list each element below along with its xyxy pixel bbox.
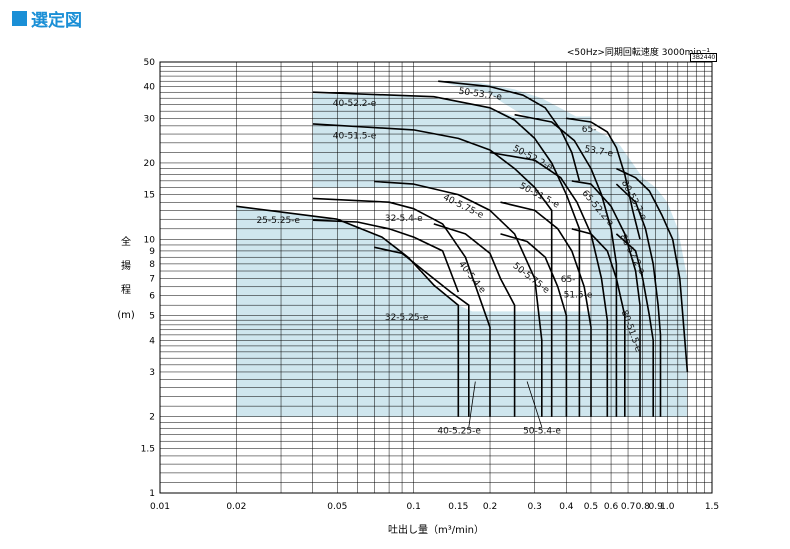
curve-label-40-5.25-e: 40-5.25-e — [437, 426, 481, 436]
y-tick-label: 4 — [149, 336, 155, 346]
curve-32-5.25-e — [374, 246, 470, 417]
x-axis-label: 吐出し量（m³/min） — [388, 523, 484, 536]
frequency-note: <50Hz>同期回転速度 3000min⁻¹ — [566, 48, 710, 58]
curve-80-52.2-e — [615, 183, 662, 417]
performance-curves — [236, 80, 689, 417]
x-tick-labels: 0.01 0.02 0.05 0.1 0.15 0.2 0.3 0.4 0.5 0.6 0.7 0.8… — [150, 502, 719, 512]
curve-label-40-5.4-e: 40-5.4-e — [456, 260, 487, 296]
x-tick-label: 0.02 — [226, 502, 246, 512]
curve-50-52.2-e — [514, 113, 618, 417]
curve-50-53.7-e — [438, 80, 581, 182]
y-tick-label: 20 — [144, 159, 156, 169]
y-tick-labels: 1 1.5 2 3 4 5 6 7 8 9 10 15 20 30 40 50 — [141, 58, 156, 499]
coverage-region-2 — [312, 93, 591, 188]
y-tick-label: 6 — [149, 292, 155, 302]
curve-label-51.5-e: 51.5-e — [564, 290, 593, 300]
coverage-area — [236, 81, 688, 417]
y-tick-label: 30 — [144, 114, 156, 124]
y-tick-label: 7 — [149, 275, 155, 285]
y-axis-label-char: 全 — [121, 235, 131, 248]
curve-65-51.5-e — [571, 228, 626, 417]
y-tick-label: 40 — [144, 83, 156, 93]
y-axis-label: 全揚程 (m) — [117, 235, 135, 321]
curve-50-5.75-e — [500, 201, 592, 417]
curve-label-25-5.25-e: 25-5.25-e — [256, 216, 300, 226]
heading: 選定図 — [12, 6, 82, 31]
curve-label-65-: 65- — [561, 275, 576, 285]
y-tick-label: 8 — [149, 260, 155, 270]
y-axis-label-char: 程 — [121, 284, 131, 296]
x-tick-label: 0.7 — [621, 502, 635, 512]
grid — [159, 61, 713, 494]
y-axis-label-char: (m) — [117, 310, 135, 321]
y-tick-label: 9 — [149, 247, 155, 257]
x-tick-label: 0.5 — [584, 502, 598, 512]
leader-lines — [468, 381, 543, 428]
x-tick-label: 0.2 — [483, 502, 497, 512]
x-tick-label: 0.9 — [649, 502, 664, 512]
y-axis-label-char: 揚 — [121, 259, 131, 272]
x-tick-label: 1.5 — [705, 502, 719, 512]
x-tick-label: 0.4 — [559, 502, 574, 512]
x-tick-label: 0.1 — [407, 502, 421, 512]
curve-40-5.75-e — [374, 180, 543, 417]
coverage-region-1 — [236, 81, 688, 417]
curve-32-5.4-e — [312, 197, 491, 417]
curve-label-65-: 65- — [582, 125, 597, 135]
curve-label-40-51.5-e: 40-51.5-e — [333, 131, 377, 141]
curve-50-51.5-e — [489, 151, 609, 417]
curve-40-5.25-e — [312, 219, 460, 293]
y-tick-label: 15 — [144, 191, 155, 201]
curve-80-53.7-e — [616, 167, 689, 373]
x-tick-label: 0.6 — [604, 502, 619, 512]
curve-label-50-5.4-e: 50-5.4-e — [523, 426, 561, 436]
x-tick-label: 0.01 — [150, 502, 170, 512]
x-tick-label: 1.0 — [660, 502, 675, 512]
y-tick-label: 1 — [149, 489, 155, 499]
curve-label-32-5.25-e: 32-5.25-e — [385, 313, 429, 323]
x-tick-label: 0.15 — [448, 502, 468, 512]
curve-label-40-52.2-e: 40-52.2-e — [333, 99, 377, 109]
curve-80-51.5-e — [615, 233, 655, 417]
x-tick-label: 0.8 — [636, 502, 651, 512]
curve-50-5.4-e — [500, 233, 568, 417]
page-title: 選定図 — [31, 11, 82, 31]
curve-65-52.2-e — [571, 180, 641, 417]
y-tick-label: 2 — [149, 413, 155, 423]
leader-50-5.4-e — [526, 381, 543, 428]
plot-frame — [159, 61, 713, 494]
y-tick-label: 10 — [144, 235, 156, 245]
curve-40-51.5-e — [312, 123, 553, 417]
x-tick-label: 0.3 — [528, 502, 542, 512]
y-tick-label: 3 — [149, 368, 155, 378]
square-icon — [12, 11, 27, 26]
y-tick-label: 5 — [149, 312, 155, 322]
curve-label-32-5.4-e: 32-5.4-e — [385, 214, 423, 224]
curve-40-52.2-e — [312, 91, 581, 417]
x-tick-label: 0.05 — [327, 502, 347, 512]
y-tick-label: 1.5 — [141, 444, 155, 454]
curve-40-5.4-e — [433, 223, 516, 417]
leader-40-5.25-e — [468, 381, 476, 428]
curve-65-53.7-e — [566, 117, 641, 240]
y-tick-label: 50 — [144, 58, 156, 68]
